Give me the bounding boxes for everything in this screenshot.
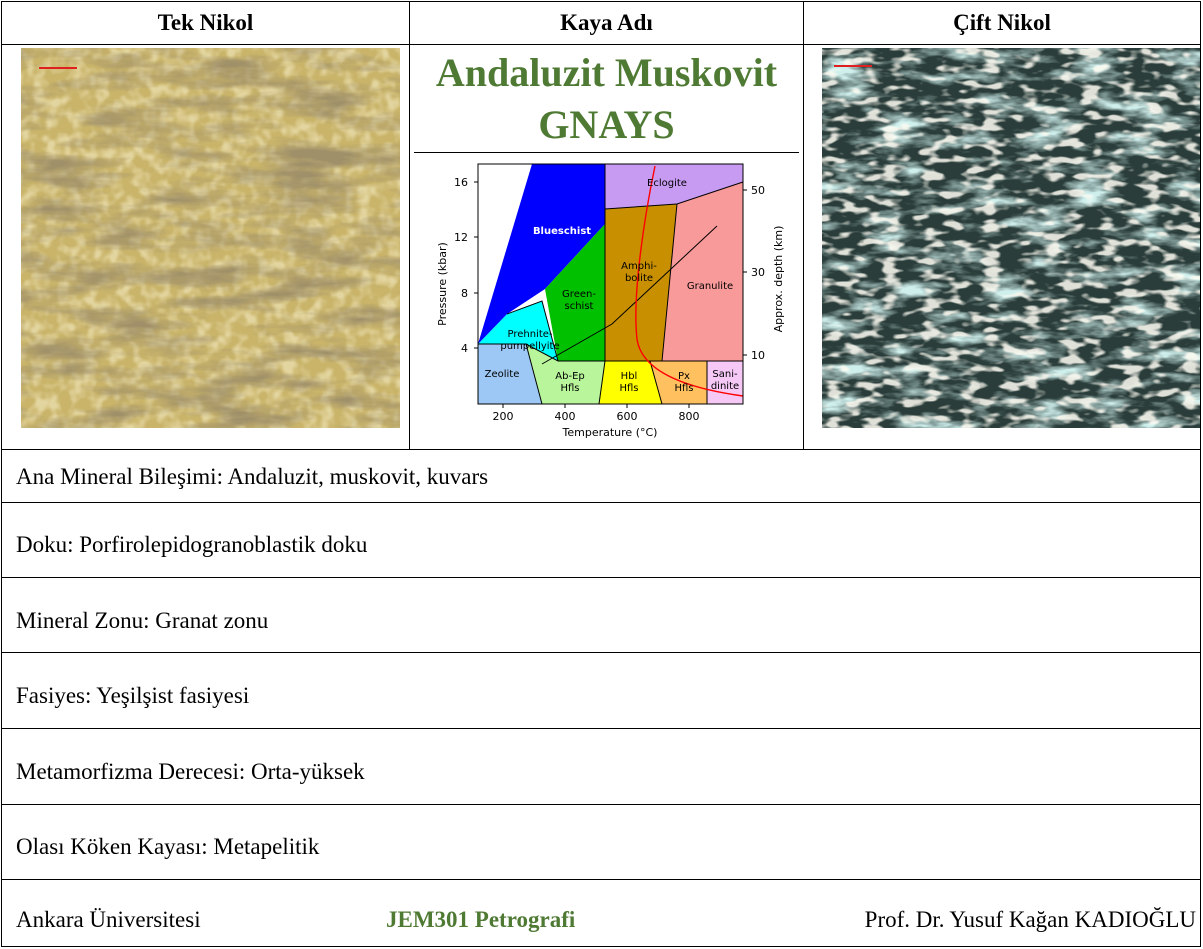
prehnite-field [478, 301, 558, 361]
divider [409, 2, 410, 449]
header-kaya-adi: Kaya Adı [560, 10, 653, 35]
facies-label-prehnite: Prehnite- [507, 329, 552, 340]
boundary-line [649, 360, 663, 405]
facies-label-sanidinite: Sani- [712, 369, 738, 380]
divider [2, 879, 1200, 880]
facies-label-abep: Hfls [560, 383, 579, 394]
row-main-minerals: Ana Mineral Bileşimi: Andaluzit, muskovi… [16, 464, 489, 489]
facies-label-greenschist: schist [565, 301, 594, 312]
row-texture: Doku: Porfirolepidogranoblastik doku [16, 532, 368, 557]
x-axis-label: Temperature (°C) [562, 426, 658, 439]
facies-label-abep: Ab-Ep [555, 371, 584, 382]
depth-tick-label: 50 [751, 184, 765, 197]
boundary-line [525, 343, 543, 405]
divider [2, 449, 1200, 450]
sanidinite-field [707, 361, 743, 404]
facies-label-blueschist: Blueschist [533, 226, 591, 237]
footer-author: Prof. Dr. Yusuf Kağan KADIOĞLU [864, 907, 1196, 932]
facies-label-eclogite: Eclogite [647, 178, 687, 189]
divider [2, 44, 1200, 45]
row-protolith: Olası Köken Kayası: Metapelitik [16, 834, 320, 859]
zeolite-field [478, 344, 542, 404]
rock-name-line1: Andaluzit Muskovit [435, 50, 778, 95]
title-rule [414, 152, 799, 153]
px-hfls-field [650, 361, 707, 404]
eclogite-field [605, 164, 743, 209]
footer-university: Ankara Üniversitesi [16, 907, 201, 932]
facies-label-prehnite: pumpellyite [500, 341, 559, 352]
header-cift-nikol: Çift Nikol [953, 10, 1051, 35]
y-tick-label: 8 [461, 287, 468, 300]
rock-name-line2: GNAYS [538, 102, 675, 147]
melting-curve [635, 165, 744, 397]
x-tick-label: 400 [555, 410, 576, 423]
hbl-hfls-field [599, 361, 662, 404]
x-tick-label: 600 [617, 410, 638, 423]
boundary-line [661, 203, 678, 362]
divider [2, 502, 1200, 503]
xpl-micrograph [822, 48, 1200, 428]
facies-fields [478, 164, 743, 404]
facies-label-sanidinite: dinite [711, 381, 739, 392]
depth-tick-label: 10 [751, 349, 765, 362]
greenschist-field [545, 224, 605, 361]
footer-course: JEM301 Petrografi [386, 907, 576, 932]
facies-label-granulite: Granulite [687, 281, 733, 292]
plot-frame [477, 163, 744, 405]
y-tick-label: 16 [454, 176, 468, 189]
row-metamorphic-grade: Metamorfizma Derecesi: Orta-yüksek [16, 759, 365, 784]
facies-label-amphibolite: Amphi- [621, 261, 657, 272]
facies-label-greenschist: Green- [562, 289, 596, 300]
y-tick-label: 12 [454, 231, 468, 244]
x-tick-label: 800 [679, 410, 700, 423]
ppl-micrograph [21, 48, 400, 428]
facies-label-hbl: Hfls [619, 383, 638, 394]
depth-tick-label: 30 [751, 266, 765, 279]
geotherm-line [541, 225, 718, 365]
divider [2, 577, 1200, 578]
divider [803, 2, 804, 449]
metamorphic-facies-diagram: 16 12 8 4 200 400 600 800 50 30 10 Tempe… [436, 163, 785, 439]
amphibolite-field [605, 204, 677, 361]
facies-label-px: Hfls [674, 383, 693, 394]
abep-hfls-field [526, 344, 605, 404]
x-tick-label: 200 [493, 410, 514, 423]
facies-label-amphibolite: bolite [625, 273, 653, 284]
header-tek-nikol: Tek Nikol [157, 10, 254, 35]
y-axis-label: Pressure (kbar) [436, 242, 449, 326]
depth-axis-label: Approx. depth (km) [772, 226, 785, 333]
blueschist-field [478, 164, 605, 344]
boundary-line [598, 360, 606, 405]
granulite-field [662, 182, 743, 361]
facies-label-hbl: Hbl [621, 371, 638, 382]
divider [2, 652, 1200, 653]
divider [2, 804, 1200, 805]
row-mineral-zone: Mineral Zonu: Granat zonu [16, 608, 269, 633]
row-facies: Fasiyes: Yeşilşist fasiyesi [16, 683, 250, 708]
boundary-line [506, 300, 559, 362]
y-tick-label: 4 [461, 342, 468, 355]
divider [2, 728, 1200, 729]
facies-label-zeolite: Zeolite [485, 369, 520, 380]
facies-label-px: Px [678, 371, 690, 382]
